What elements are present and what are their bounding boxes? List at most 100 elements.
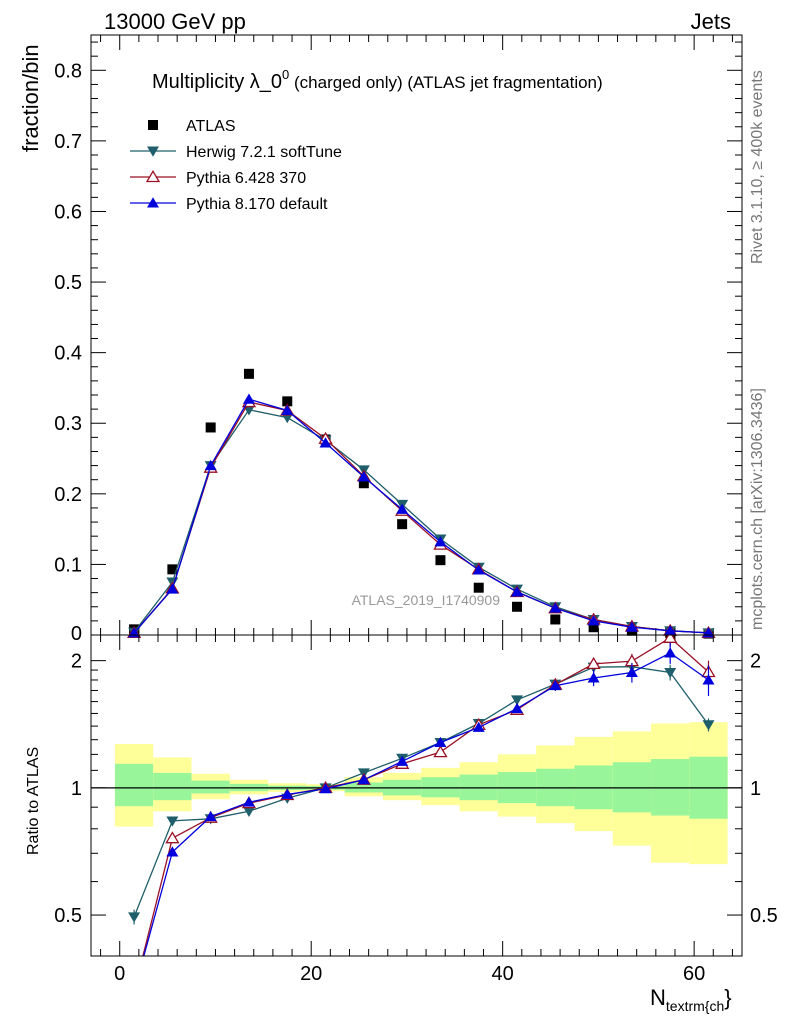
ratio-point-herwig [664, 667, 677, 679]
ratio-band-inner [153, 772, 192, 801]
main-point-pythia8 [549, 602, 562, 613]
main-point-pythia8 [625, 621, 638, 632]
ratio-point-pythia8 [281, 788, 294, 799]
main-y-tick-label: 0.5 [54, 272, 82, 294]
ratio-point-pythia8 [625, 666, 638, 677]
ratio-x-tick-label: 20 [300, 963, 322, 985]
header-energy-label: 13000 GeV pp [104, 9, 246, 34]
analysis-watermark: ATLAS_2019_I1740909 [352, 592, 501, 608]
main-point-pythia8 [204, 459, 217, 471]
x-axis-label-end: } [724, 985, 731, 1010]
ratio-series-line-herwig [133, 666, 710, 918]
ratio-point-herwig [702, 720, 715, 731]
legend-marker-atlas [148, 120, 158, 130]
main-series-line-pythia6 [133, 401, 709, 634]
mcplots-label: mcplots.cern.ch [arXiv:1306.3436] [749, 388, 766, 630]
ratio-point-pythia6 [165, 831, 180, 844]
ratio-point-pythia8 [204, 810, 217, 822]
x-axis-label-main: N [650, 985, 666, 1010]
ratio-point-pythia8 [511, 702, 524, 714]
legend-marker-herwig [147, 146, 159, 157]
main-point-atlas [435, 555, 446, 566]
main-y-axis-label: fraction/bin [18, 44, 43, 152]
ratio-point-pythia6 [433, 745, 448, 758]
ratio-point-herwig [242, 806, 255, 818]
main-point-atlas [205, 422, 216, 433]
legend-label-atlas: ATLAS [186, 118, 236, 135]
title-main: Multiplicity λ_0 [152, 71, 282, 93]
legend-label-pythia8: Pythia 8.170 default [186, 196, 328, 213]
ratio-point-pythia8 [319, 783, 332, 794]
ratio-point-pythia6 [663, 635, 678, 643]
ratio-x-tick-label: 0 [114, 963, 125, 985]
main-y-tick-label: 0.1 [54, 554, 82, 576]
ratio-band-inner [114, 763, 154, 807]
ratio-point-herwig [128, 912, 141, 923]
title-superscript: 0 [282, 67, 289, 82]
main-point-pythia8 [281, 404, 294, 416]
ratio-point-pythia6 [128, 986, 140, 996]
ratio-y-tick-label: 1 [71, 778, 82, 800]
ratio-uncertainty-band [91, 722, 742, 865]
ratio-axes: 0.5 0.51 12 20 20 40 60 [54, 635, 778, 985]
ratio-point-herwig [166, 816, 179, 827]
main-y-tick-label: 0.6 [54, 201, 82, 223]
header-jets-label: Jets [691, 9, 731, 34]
main-point-atlas [167, 564, 178, 575]
title-rest: (charged only) (ATLAS jet fragmentation) [289, 73, 602, 92]
ratio-series-line-pythia8 [143, 652, 709, 956]
main-point-atlas [473, 582, 484, 593]
ratio-x-tick-label: 40 [492, 963, 514, 985]
main-point-pythia8 [472, 564, 485, 575]
main-point-pythia8 [319, 437, 332, 448]
ratio-y-tick-label: 2 [71, 651, 82, 673]
main-point-atlas [243, 368, 254, 379]
main-y-axis: 0.1 0.2 0.3 0.4 0.5 0.6 0.7 0.8 0 [54, 35, 742, 645]
ratio-point-pythia8 [128, 986, 140, 996]
legend-marker-pythia8 [147, 197, 159, 208]
ratio-point-pythia8 [587, 672, 600, 683]
legend-label-pythia6: Pythia 6.428 370 [186, 170, 306, 187]
ratio-point-herwig [511, 695, 524, 706]
legend-marker-pythia6 [145, 170, 161, 183]
ratio-point-pythia8 [549, 679, 562, 691]
ratio-point-pythia6 [586, 656, 601, 670]
ratio-panel-frame [90, 634, 743, 957]
ratio-point-pythia8 [472, 721, 485, 732]
ratio-y-tick-label-right: 0.5 [750, 905, 778, 927]
x-axis-label-sub: textrm{ch [666, 998, 724, 1014]
ratio-series-line-pythia6 [142, 636, 709, 956]
main-point-pythia8 [396, 503, 409, 514]
main-point-pythia8 [166, 583, 179, 594]
main-title: Multiplicity λ_00 (charged only) (ATLAS … [152, 67, 603, 93]
ratio-y-axis-label: Ratio to ATLAS [25, 747, 42, 855]
main-y-tick-label: 0.3 [54, 413, 82, 435]
ratio-point-pythia8 [702, 674, 715, 685]
main-point-pythia8 [357, 471, 370, 482]
main-point-atlas [588, 622, 599, 633]
main-point-atlas [550, 614, 561, 625]
main-point-atlas [397, 519, 408, 530]
ratio-y-tick-label-right: 1 [750, 778, 761, 800]
ratio-point-pythia8 [357, 774, 370, 785]
legend: ATLAS Herwig 7.2.1 softTune Pythia 6.428 3… [130, 118, 342, 213]
ratio-point-pythia8 [166, 846, 179, 857]
main-point-atlas [512, 601, 523, 612]
main-point-pythia8 [434, 536, 447, 547]
ratio-series [128, 635, 716, 996]
main-y-tick-label: 0.7 [54, 131, 82, 153]
ratio-band-inner [191, 780, 230, 794]
main-point-atlas [282, 396, 293, 407]
main-data-points [126, 368, 716, 639]
legend-label-herwig: Herwig 7.2.1 softTune [186, 144, 342, 161]
x-axis-label: Ntextrm{ch} [650, 985, 732, 1014]
main-y-tick-label: 0 [71, 623, 82, 645]
main-point-pythia8 [587, 615, 600, 626]
rivet-version-label: Rivet 3.1.10, ≥ 400k events [749, 70, 766, 264]
main-y-tick-label: 0.4 [54, 343, 82, 365]
main-y-tick-label: 0.8 [54, 60, 82, 82]
ratio-point-pythia8 [664, 647, 677, 658]
ratio-y-tick-label: 0.5 [54, 905, 82, 927]
main-point-atlas [358, 478, 369, 489]
